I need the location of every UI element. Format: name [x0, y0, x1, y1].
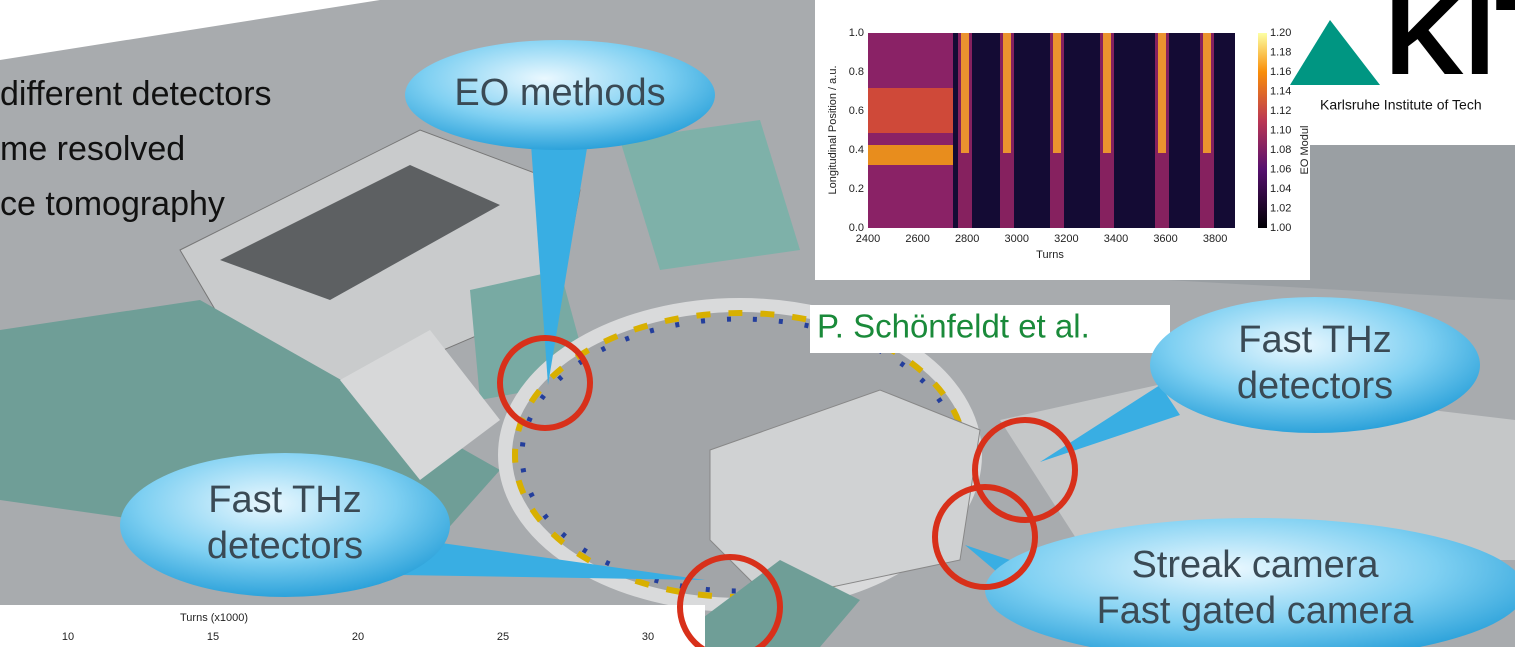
colorbar [1258, 33, 1267, 228]
bottom-axis-label: Turns (x1000) [180, 612, 248, 624]
y-axis-label: Longitudinal Position / a.u. [827, 65, 839, 194]
bottom-tick-label: 30 [642, 631, 654, 643]
y-tick-label: 0.8 [849, 66, 864, 78]
colorbar-tick-label: 1.16 [1270, 66, 1291, 78]
x-tick-label: 3200 [1054, 233, 1078, 245]
bottom-tick-label: 25 [497, 631, 509, 643]
heatmap [868, 33, 1235, 228]
heatmap-band [868, 145, 953, 165]
heatmap-stripe [1158, 33, 1166, 153]
bullet: different detectors [0, 75, 272, 113]
colorbar-tick-label: 1.12 [1270, 105, 1291, 117]
callout-text: Fast THz [208, 479, 361, 521]
y-tick-label: 0.6 [849, 105, 864, 117]
y-tick-label: 1.0 [849, 27, 864, 39]
x-tick-label: 2400 [856, 233, 880, 245]
callout-text: detectors [1237, 365, 1393, 407]
x-tick-label: 3600 [1153, 233, 1177, 245]
citation: P. Schönfeldt et al. [817, 308, 1090, 345]
slide: Karlsruhe Institute of Tech KIT P. Schön… [0, 0, 1515, 647]
heatmap-stripe [1053, 33, 1061, 153]
x-tick-label: 3800 [1203, 233, 1227, 245]
colorbar-label: EO Modul [1299, 126, 1311, 175]
x-tick-label: 2800 [955, 233, 979, 245]
callout-text: Streak camera [1131, 544, 1379, 586]
colorbar-tick-label: 1.04 [1270, 183, 1291, 195]
callout-text: EO methods [454, 72, 665, 114]
bottom-tick-label: 10 [62, 631, 74, 643]
callout-text: Fast gated camera [1097, 590, 1415, 632]
x-tick-label: 3000 [1005, 233, 1029, 245]
colorbar-tick-label: 1.06 [1270, 163, 1291, 175]
colorbar-tick-label: 1.10 [1270, 124, 1291, 136]
colorbar-tick-label: 1.18 [1270, 46, 1291, 58]
heatmap-stripe [961, 33, 969, 153]
logo-text: Karlsruhe Institute of Tech [1320, 97, 1482, 113]
heatmap-stripe [1203, 33, 1211, 153]
colorbar-tick-label: 1.00 [1270, 222, 1291, 234]
heatmap-stripe [1003, 33, 1011, 153]
colorbar-tick-label: 1.14 [1270, 85, 1291, 97]
logo-mark: KIT [1385, 0, 1515, 98]
colorbar-tick-label: 1.02 [1270, 202, 1291, 214]
bullet: ce tomography [0, 185, 225, 223]
y-tick-label: 0.4 [849, 144, 864, 156]
page: {"bullets":["different detectors","me re… [0, 0, 1515, 647]
x-axis-label: Turns [1036, 249, 1064, 261]
bottom-tick-label: 20 [352, 631, 364, 643]
heatmap-band [868, 88, 953, 133]
colorbar-tick-label: 1.20 [1270, 27, 1291, 39]
callout-text: Fast THz [1238, 319, 1391, 361]
colorbar-tick-label: 1.08 [1270, 144, 1291, 156]
bullet: me resolved [0, 130, 185, 168]
heatmap-stripe [1103, 33, 1111, 153]
callout-text: detectors [207, 525, 363, 567]
x-tick-label: 3400 [1104, 233, 1128, 245]
x-tick-label: 2600 [905, 233, 929, 245]
bottom-tick-label: 15 [207, 631, 219, 643]
y-tick-label: 0.2 [849, 183, 864, 195]
